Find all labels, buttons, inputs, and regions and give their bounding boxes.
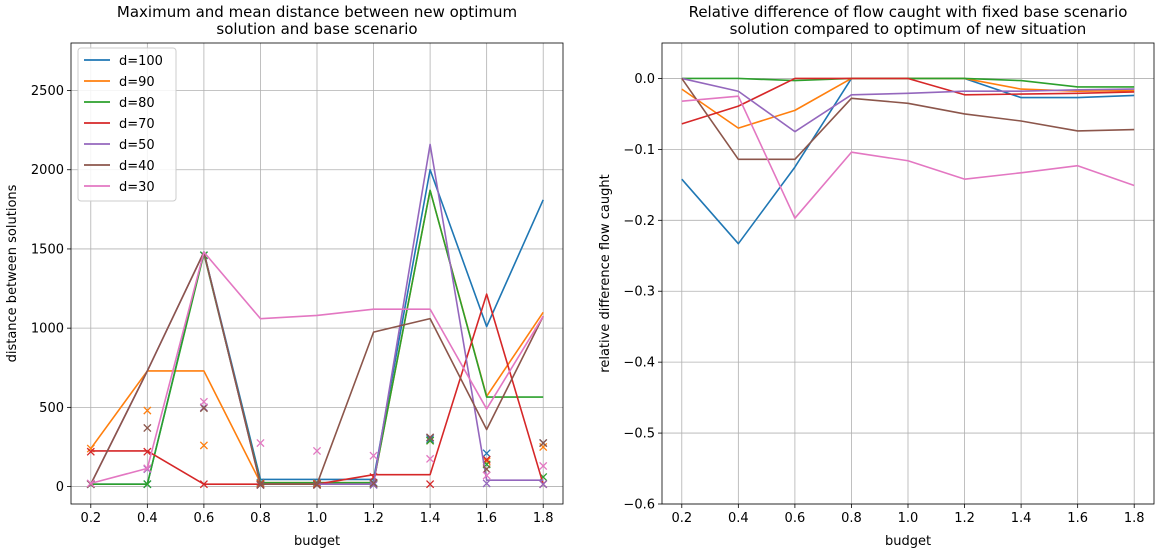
right-x-tick-label: 1.6 (1067, 511, 1088, 526)
left-x-tick-label: 0.4 (137, 511, 158, 526)
left-mean-marker (199, 480, 208, 489)
legend-label: d=70 (119, 117, 155, 132)
left-mean-marker (143, 464, 152, 473)
right-chart-title: solution compared to optimum of new situ… (730, 20, 1087, 38)
legend-label: d=80 (119, 96, 155, 111)
legend-label: d=50 (119, 138, 155, 153)
left-y-axis-label: distance between solutions (5, 184, 20, 362)
left-axes-frame (70, 42, 564, 505)
left-mean-marker (482, 479, 491, 488)
right-x-tick-label: 0.4 (728, 511, 749, 526)
left-mean-marker (199, 404, 208, 413)
left-mean-marker (482, 471, 491, 480)
left-y-tick-label: 1000 (31, 322, 64, 337)
left-mean-marker (256, 438, 265, 448)
left-x-tick-label: 1.8 (533, 511, 554, 526)
left-mean-marker (426, 480, 435, 489)
left-mean-marker (143, 480, 152, 489)
left-y-tick-label: 500 (39, 401, 64, 416)
left-mean-marker (256, 480, 265, 490)
left-series-line-d-30 (90, 251, 544, 485)
left-mean-marker (482, 449, 491, 458)
right-x-tick-label: 1.4 (1011, 511, 1032, 526)
legend-label: d=40 (119, 159, 155, 174)
right-series-line-series-7 (681, 95, 1135, 219)
right-y-tick-label: −0.5 (623, 427, 655, 442)
right-y-tick-label: −0.4 (623, 356, 655, 371)
left-mean-marker (482, 465, 491, 474)
left-mean-marker (426, 436, 435, 445)
legend-box (77, 47, 177, 202)
left-mean-marker (86, 447, 95, 456)
left-x-tick-label: 1.4 (420, 511, 441, 526)
left-x-tick-label: 1.6 (476, 511, 497, 526)
left-mean-marker (312, 446, 322, 455)
left-chart-title: Maximum and mean distance between new op… (117, 3, 517, 21)
right-series-line-series-4 (681, 77, 1135, 125)
right-axes-frame (661, 42, 1155, 505)
left-mean-marker (426, 454, 435, 463)
right-series-line-series-5 (681, 77, 1135, 133)
right-x-tick-label: 0.8 (841, 511, 862, 526)
left-x-tick-label: 0.2 (80, 511, 101, 526)
left-x-axis-label: budget (294, 534, 340, 549)
legend-label: d=30 (119, 180, 155, 195)
right-y-tick-label: −0.1 (623, 143, 655, 158)
right-chart-title: Relative difference of flow caught with … (689, 3, 1128, 21)
left-chart-title: solution and base scenario (216, 20, 417, 38)
right-x-tick-label: 1.0 (898, 511, 919, 526)
right-y-tick-label: −0.2 (623, 214, 655, 229)
legend-label: d=90 (119, 75, 155, 90)
left-mean-marker (369, 480, 378, 490)
left-mean-marker (426, 434, 435, 444)
left-chart: 0.2 0.4 0.6 0.8 1.0 1.2 1.4 1.6 1.8 0 500 1000 1500 2… (5, 3, 564, 549)
left-x-tick-label: 0.6 (194, 511, 215, 526)
right-y-axis-label: relative difference flow caught (598, 174, 613, 372)
left-mean-marker (86, 479, 95, 488)
left-mean-marker (143, 406, 152, 415)
left-x-tick-label: 1.2 (363, 511, 384, 526)
left-mean-marker (426, 433, 435, 442)
left-mean-marker (369, 451, 378, 460)
right-y-tick-label: 0.0 (634, 72, 655, 87)
left-mean-marker (539, 438, 548, 448)
right-chart: 0.2 0.4 0.6 0.8 1.0 1.2 1.4 1.6 1.8 0.0 −0.1 −0.2 −0… (598, 3, 1155, 549)
left-mean-marker (143, 423, 152, 433)
legend-label: d=100 (119, 54, 163, 69)
left-mean-marker (539, 461, 548, 471)
left-y-tick-label: 1500 (31, 242, 64, 257)
left-y-tick-label: 2500 (31, 84, 64, 99)
left-mean-marker (369, 473, 378, 482)
left-y-tick-label: 2000 (31, 163, 64, 178)
left-mean-marker (199, 397, 208, 406)
legend: d=100 d=90 d=80 d=70 d=50 d=40 d=30 (77, 47, 177, 202)
left-mean-marker (369, 479, 378, 488)
right-x-axis-label: budget (885, 534, 931, 549)
right-x-tick-label: 1.8 (1124, 511, 1145, 526)
right-x-tick-label: 1.2 (954, 511, 975, 526)
right-y-tick-label: −0.3 (623, 285, 655, 300)
left-x-tick-label: 0.8 (250, 511, 271, 526)
left-mean-marker (539, 480, 548, 489)
left-x-tick-label: 1.0 (307, 511, 328, 526)
left-mean-marker (312, 480, 322, 490)
left-mean-marker (199, 441, 208, 450)
right-x-tick-label: 0.6 (785, 511, 806, 526)
right-series-line-series-6 (681, 78, 1135, 161)
right-y-tick-label: −0.6 (623, 498, 655, 513)
left-mean-marker (143, 447, 152, 456)
right-x-tick-label: 0.2 (671, 511, 692, 526)
left-y-tick-label: 0 (56, 480, 64, 495)
